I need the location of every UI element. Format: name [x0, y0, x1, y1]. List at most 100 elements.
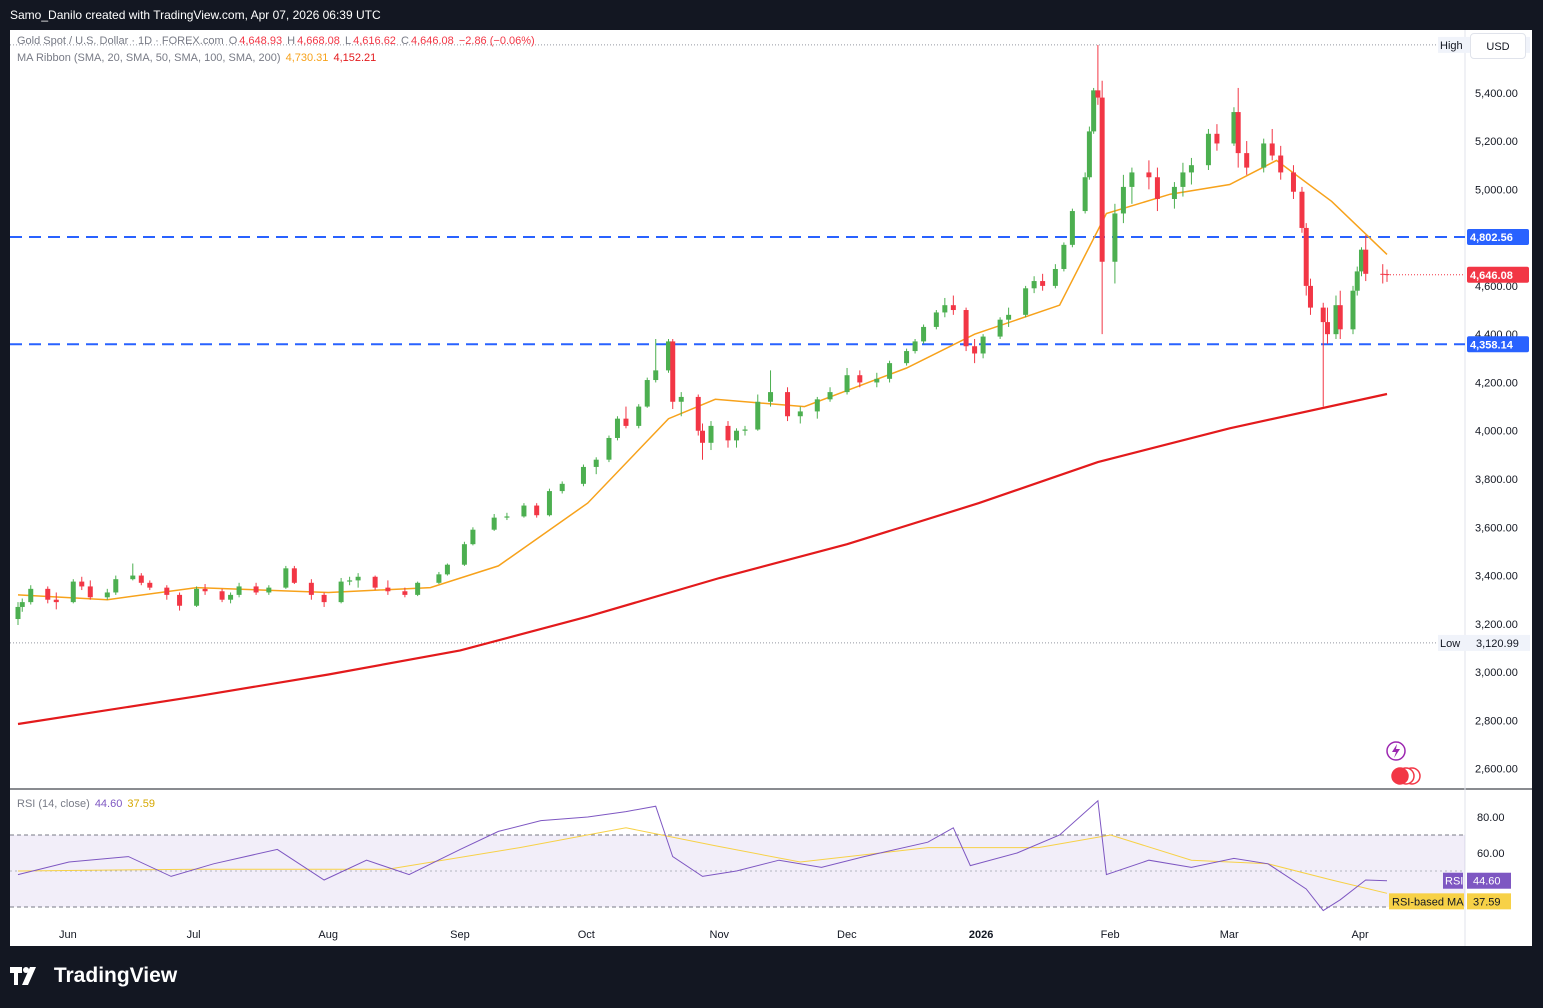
candle-body	[444, 564, 450, 575]
candle-body	[700, 430, 705, 443]
ma-title: MA Ribbon (SMA, 20, SMA, 50, SMA, 100, S…	[17, 52, 281, 64]
candle-body	[644, 380, 650, 407]
change-value: −2.86 (−0.06%)	[458, 35, 535, 47]
candle-body	[942, 305, 948, 313]
ma-legend: MA Ribbon (SMA, 20, SMA, 50, SMA, 100, S…	[17, 52, 378, 64]
candle-body	[130, 575, 136, 580]
candle-body	[1205, 133, 1211, 166]
ma20-value: 4,730.31	[285, 52, 329, 64]
candle-body	[1052, 268, 1058, 286]
candle-body	[164, 587, 170, 595]
candle-body	[623, 418, 629, 426]
candle-body	[1180, 172, 1186, 187]
flash-event-glyph	[1392, 744, 1400, 758]
candle-body	[1031, 281, 1037, 289]
candle-body	[1171, 186, 1177, 199]
price-tick-label: 3,600.00	[1475, 522, 1518, 534]
candle-body	[70, 581, 76, 603]
us-flag-event-icon	[1392, 768, 1408, 784]
time-axis-label: Mar	[1220, 929, 1239, 941]
tradingview-logo-icon	[10, 967, 36, 986]
candle-body	[1380, 273, 1386, 275]
candle-body	[113, 579, 119, 593]
candle-body	[580, 466, 586, 484]
candle-body	[1069, 211, 1075, 245]
candle-body	[147, 582, 153, 588]
candle-body	[797, 411, 803, 417]
candle-body	[1095, 90, 1101, 98]
candle-body	[15, 606, 21, 620]
time-axis-label: 2026	[969, 929, 993, 941]
brand-name: TradingView	[53, 964, 178, 988]
rsi-ma-line	[17, 827, 1388, 894]
price-tick-label: 3,000.00	[1475, 667, 1518, 679]
candle-body	[950, 305, 956, 311]
candle-body	[1120, 186, 1126, 214]
ma20-series-line	[17, 159, 1388, 601]
candle-body	[814, 399, 820, 412]
candle-body	[1244, 153, 1250, 168]
chart-panel[interactable]: 2,600.00 2,800.00 3,000.00 3,200.00 3,400.00…	[10, 30, 1532, 946]
candle-body	[177, 594, 183, 606]
candle-body	[963, 310, 969, 347]
candles-group	[15, 44, 1390, 626]
rsi-value-label: 44.60	[1473, 876, 1501, 888]
level-label: 4,802.56	[1470, 232, 1513, 244]
rsi-legend-value: 44.60	[94, 798, 123, 810]
time-axis-label: Aug	[318, 929, 338, 941]
low-line-title: Low	[1440, 638, 1460, 650]
candle-body	[1307, 285, 1313, 308]
rsi-tick-label: 80.00	[1477, 812, 1505, 824]
rsi-name-badge	[1443, 872, 1463, 889]
time-axis-label: Feb	[1101, 929, 1120, 941]
candle-body	[415, 582, 421, 595]
candle-body	[104, 592, 110, 598]
open-label: O	[228, 35, 238, 47]
price-tick-label: 5,000.00	[1475, 184, 1518, 196]
candle-body	[321, 594, 327, 603]
candle-body	[1006, 314, 1012, 320]
candle-body	[678, 396, 684, 402]
candle-body	[708, 425, 714, 443]
candle-body	[521, 505, 527, 517]
candle-body	[933, 312, 939, 327]
candle-body	[1358, 249, 1364, 272]
rsi-ma-name-label: RSI-based MA	[1392, 896, 1464, 908]
candle-body	[1363, 249, 1369, 274]
candle-body	[844, 375, 850, 393]
time-axis-label: Sep	[450, 929, 470, 941]
candle-body	[491, 517, 497, 530]
level-label: 4,358.14	[1470, 339, 1514, 351]
candle-body	[19, 602, 25, 607]
candle-body	[857, 375, 863, 383]
candle-body	[725, 425, 731, 441]
candle-body	[347, 580, 353, 582]
candle-body	[742, 429, 748, 431]
level-badge	[1467, 228, 1529, 245]
price-tick-label: 5,200.00	[1475, 136, 1518, 148]
candle-body	[755, 401, 761, 430]
rsi-ma-value-label: 37.59	[1473, 896, 1501, 908]
candle-body	[912, 341, 918, 352]
price-tick-label: 3,200.00	[1475, 619, 1518, 631]
candle-body	[436, 574, 442, 583]
price-tick-label: 3,400.00	[1475, 571, 1518, 583]
price-chart[interactable]: 2,600.00 2,800.00 3,000.00 3,200.00 3,400.00…	[10, 30, 1532, 946]
top-bar: Samo_Danilo created with TradingView.com…	[0, 0, 1543, 30]
price-tick-label: 2,600.00	[1475, 764, 1518, 776]
level-badge	[1467, 336, 1529, 353]
rsi-name-label: RSI	[1445, 876, 1463, 888]
candle-body	[1320, 307, 1326, 323]
candle-body	[997, 319, 1003, 337]
high-value: 4,668.08	[297, 35, 340, 47]
candle-body	[236, 586, 242, 595]
candle-body	[1099, 97, 1105, 262]
currency-button[interactable]: USD	[1470, 33, 1526, 59]
candle-body	[665, 341, 671, 371]
candle-body	[534, 505, 540, 516]
candle-body	[470, 529, 476, 545]
candle-body	[695, 396, 701, 431]
candle-body	[372, 576, 378, 588]
last-price-label: 4,646.08	[1470, 270, 1513, 282]
ma200-series-line	[17, 392, 1388, 726]
